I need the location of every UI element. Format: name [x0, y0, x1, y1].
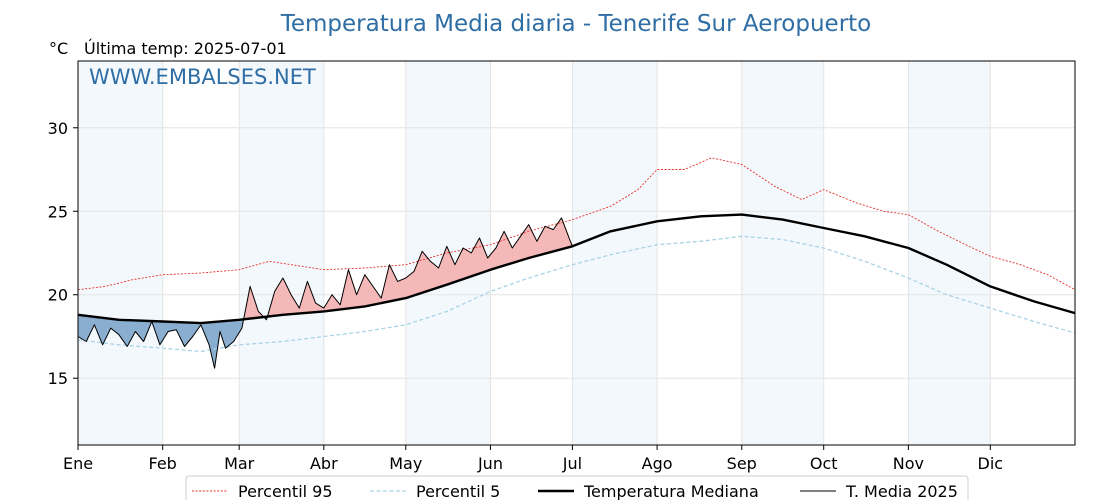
cold-anomaly-area: [208, 321, 215, 369]
chart-title: Temperatura Media diaria - Tenerife Sur …: [280, 11, 872, 37]
series-line-t-media-2025: [77, 217, 573, 369]
y-tick-label: 30: [48, 119, 68, 138]
month-band: [741, 61, 824, 445]
watermark: WWW.EMBALSES.NET: [89, 65, 316, 89]
cold-anomaly-area: [184, 322, 193, 348]
x-tick-label: May: [389, 454, 422, 473]
month-band: [572, 61, 658, 445]
warm-anomaly-area: [364, 273, 374, 307]
x-tick-label: Abr: [310, 454, 338, 473]
legend-label-percentil-5: Percentil 5: [416, 482, 500, 500]
x-tick-label: Dic: [978, 454, 1004, 473]
x-tick-label: Jul: [562, 454, 582, 473]
legend: Percentil 95 Percentil 5 Temperatura Media…: [185, 475, 969, 500]
x-tick-label: Nov: [893, 454, 924, 473]
last-temp-label: Última temp: 2025-07-01: [84, 39, 287, 58]
y-tick-label: 25: [48, 202, 68, 221]
warm-anomaly-area: [512, 235, 521, 264]
month-band: [239, 61, 324, 445]
series-lines: [77, 157, 1076, 369]
warm-anomaly-area: [544, 225, 554, 254]
y-axis-ticks: 15 20 25 30: [48, 119, 78, 388]
legend-label-percentil-95: Percentil 95: [238, 482, 333, 500]
warm-anomaly-area: [503, 231, 513, 266]
x-tick-label: Ago: [642, 454, 673, 473]
x-tick-label: Oct: [810, 454, 838, 473]
x-tick-label: Jun: [477, 454, 503, 473]
month-bands: [78, 61, 991, 445]
unit-label: °C: [49, 39, 68, 58]
x-tick-label: Feb: [149, 454, 177, 473]
x-tick-label: Sep: [727, 454, 757, 473]
warm-anomaly-area: [389, 264, 398, 302]
warm-anomaly-area: [348, 269, 357, 309]
warm-anomaly-area: [536, 226, 546, 257]
y-tick-label: 15: [48, 369, 68, 388]
cold-anomaly-area: [176, 321, 185, 347]
series-line-percentil-95: [77, 157, 1076, 291]
y-tick-label: 20: [48, 286, 68, 305]
x-tick-label: Mar: [224, 454, 255, 473]
month-band: [78, 61, 163, 445]
cold-anomaly-area: [225, 319, 234, 349]
warm-anomaly-area: [495, 231, 505, 269]
legend-box: [185, 475, 969, 500]
x-tick-label: Ene: [63, 454, 93, 473]
legend-label-t-media-2025: T. Media 2025: [845, 482, 958, 500]
x-axis-ticks: Ene Feb Mar Abr May Jun Jul Ago Sep Oct Nov Dic: [63, 445, 1003, 473]
legend-label-temperatura-mediana: Temperatura Mediana: [583, 482, 759, 500]
series-line-percentil-5: [77, 235, 1076, 353]
plot-frame: [77, 60, 1076, 446]
